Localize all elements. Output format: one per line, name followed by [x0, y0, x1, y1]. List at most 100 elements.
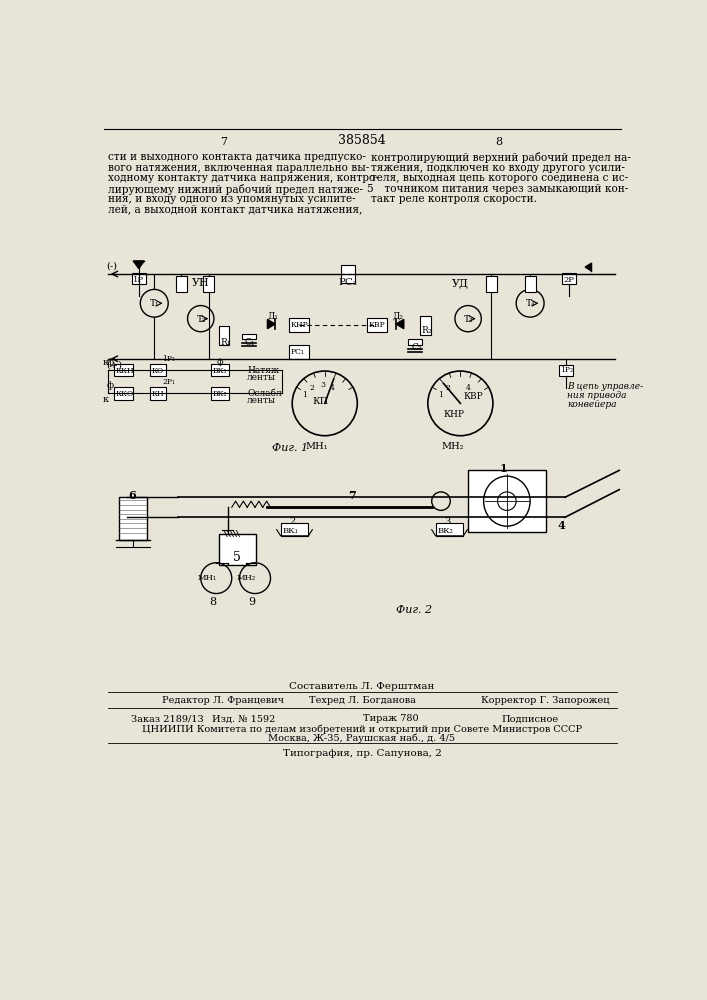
- Text: сти и выходного контакта датчика предпуско-: сти и выходного контакта датчика предпус…: [107, 152, 366, 162]
- Text: 5: 5: [233, 551, 241, 564]
- Polygon shape: [134, 261, 144, 269]
- Text: 1: 1: [303, 391, 308, 399]
- Text: 7: 7: [348, 490, 356, 501]
- Bar: [559, 365, 573, 376]
- Bar: [341, 265, 355, 283]
- Bar: [211, 387, 230, 400]
- Bar: [562, 273, 575, 284]
- Text: КНР: КНР: [443, 410, 464, 419]
- Ellipse shape: [484, 476, 530, 526]
- Text: ленты: ленты: [247, 396, 276, 405]
- Text: Фиг. 2: Фиг. 2: [396, 605, 432, 615]
- Text: Составитель Л. Ферштман: Составитель Л. Ферштман: [289, 682, 435, 691]
- Text: Фиг. 1: Фиг. 1: [271, 443, 308, 453]
- Bar: [132, 273, 146, 284]
- Bar: [242, 334, 256, 339]
- Text: ВК₁: ВК₁: [212, 367, 227, 375]
- Text: 1: 1: [500, 463, 508, 474]
- Text: ВК₂: ВК₂: [212, 390, 227, 398]
- Text: 2Р₁: 2Р₁: [162, 378, 175, 386]
- Text: 1: 1: [438, 391, 443, 399]
- Text: такт реле контроля скорости.: такт реле контроля скорости.: [371, 194, 537, 204]
- Bar: [486, 276, 497, 292]
- Text: T₂: T₂: [197, 315, 206, 324]
- Text: Техред Л. Богданова: Техред Л. Богданова: [308, 696, 416, 705]
- Text: ходному контакту датчика напряжения, контро-: ходному контакту датчика напряжения, кон…: [107, 173, 378, 183]
- Text: Подписное: Подписное: [501, 714, 559, 723]
- Text: ния, и входу одного из упомянутых усилите-: ния, и входу одного из упомянутых усилит…: [107, 194, 356, 204]
- Text: 2: 2: [445, 384, 450, 392]
- Text: к: к: [103, 358, 108, 367]
- Text: Д₁: Д₁: [267, 312, 279, 321]
- Bar: [468, 470, 546, 532]
- Bar: [289, 318, 309, 332]
- Text: 4: 4: [557, 520, 565, 531]
- Text: тяжения, подключен ко входу другого усили-: тяжения, подключен ко входу другого усил…: [371, 163, 625, 173]
- Bar: [203, 276, 214, 292]
- Bar: [436, 523, 464, 536]
- Bar: [420, 316, 431, 335]
- Text: T₃: T₃: [464, 315, 474, 324]
- Text: КН: КН: [152, 390, 165, 398]
- Text: 8: 8: [209, 597, 217, 607]
- Text: лирующему нижний рабочий предел натяже-: лирующему нижний рабочий предел натяже-: [107, 184, 363, 195]
- Bar: [151, 364, 166, 376]
- Text: Москва, Ж-35, Раушская наб., д. 4/5: Москва, Ж-35, Раушская наб., д. 4/5: [269, 734, 455, 743]
- Text: C₂: C₂: [411, 343, 422, 352]
- Text: ф: ф: [106, 381, 113, 390]
- Bar: [114, 364, 132, 376]
- Text: T₄: T₄: [526, 299, 536, 308]
- Text: ленты: ленты: [247, 373, 276, 382]
- Text: 4: 4: [330, 384, 335, 392]
- Text: 1Р₂: 1Р₂: [561, 366, 573, 374]
- Text: МН₂: МН₂: [236, 574, 255, 582]
- Bar: [289, 345, 309, 359]
- Text: теля, выходная цепь которого соединена с ис-: теля, выходная цепь которого соединена с…: [371, 173, 629, 183]
- Text: 2: 2: [310, 384, 315, 392]
- Text: конвейера: конвейера: [567, 400, 617, 409]
- Text: 2: 2: [289, 517, 296, 526]
- Text: МН₁: МН₁: [305, 442, 328, 451]
- Text: КВР: КВР: [368, 321, 385, 329]
- Text: Д₂: Д₂: [393, 312, 404, 321]
- Text: Ослабл: Ослабл: [247, 389, 282, 398]
- Text: ККН: ККН: [115, 367, 134, 375]
- Text: 5: 5: [366, 184, 373, 194]
- Text: точником питания через замыкающий кон-: точником питания через замыкающий кон-: [371, 184, 629, 194]
- Bar: [151, 387, 166, 400]
- Text: 3: 3: [320, 381, 325, 389]
- Text: 3: 3: [444, 517, 450, 526]
- Text: РС₂: РС₂: [339, 278, 358, 287]
- Text: Типография, пр. Сапунова, 2: Типография, пр. Сапунова, 2: [283, 749, 441, 758]
- Text: КО: КО: [152, 367, 164, 375]
- Bar: [114, 387, 132, 400]
- Bar: [211, 364, 230, 376]
- Bar: [525, 276, 535, 292]
- Text: Редактор Л. Францевич: Редактор Л. Францевич: [162, 696, 284, 705]
- Text: T₁: T₁: [151, 299, 160, 308]
- Polygon shape: [396, 319, 404, 329]
- Text: ВК₂: ВК₂: [438, 527, 454, 535]
- Polygon shape: [585, 263, 591, 271]
- Bar: [218, 326, 230, 345]
- Text: ЦНИИПИ Комитета по делам изобретений и открытий при Совете Министров СССР: ЦНИИПИ Комитета по делам изобретений и о…: [142, 724, 582, 734]
- Text: РС₁: РС₁: [291, 348, 305, 356]
- Text: 1Р: 1Р: [134, 276, 144, 284]
- Text: ККО: ККО: [115, 390, 134, 398]
- Text: КП: КП: [312, 397, 329, 406]
- Text: (+): (+): [106, 360, 122, 369]
- Text: МН₁: МН₁: [197, 574, 216, 582]
- Text: ния привода: ния привода: [567, 391, 627, 400]
- Text: 7: 7: [221, 137, 228, 147]
- Text: ф: ф: [217, 358, 223, 366]
- Text: 9: 9: [248, 597, 255, 607]
- Bar: [281, 523, 308, 536]
- Polygon shape: [267, 319, 275, 329]
- Text: R₁: R₁: [220, 338, 230, 347]
- Text: 2Р: 2Р: [563, 276, 574, 284]
- Text: Натяж: Натяж: [247, 366, 279, 375]
- Text: 1Р₁: 1Р₁: [162, 355, 175, 363]
- Bar: [367, 318, 387, 332]
- Text: Изд. № 1592: Изд. № 1592: [211, 714, 275, 723]
- Bar: [176, 276, 187, 292]
